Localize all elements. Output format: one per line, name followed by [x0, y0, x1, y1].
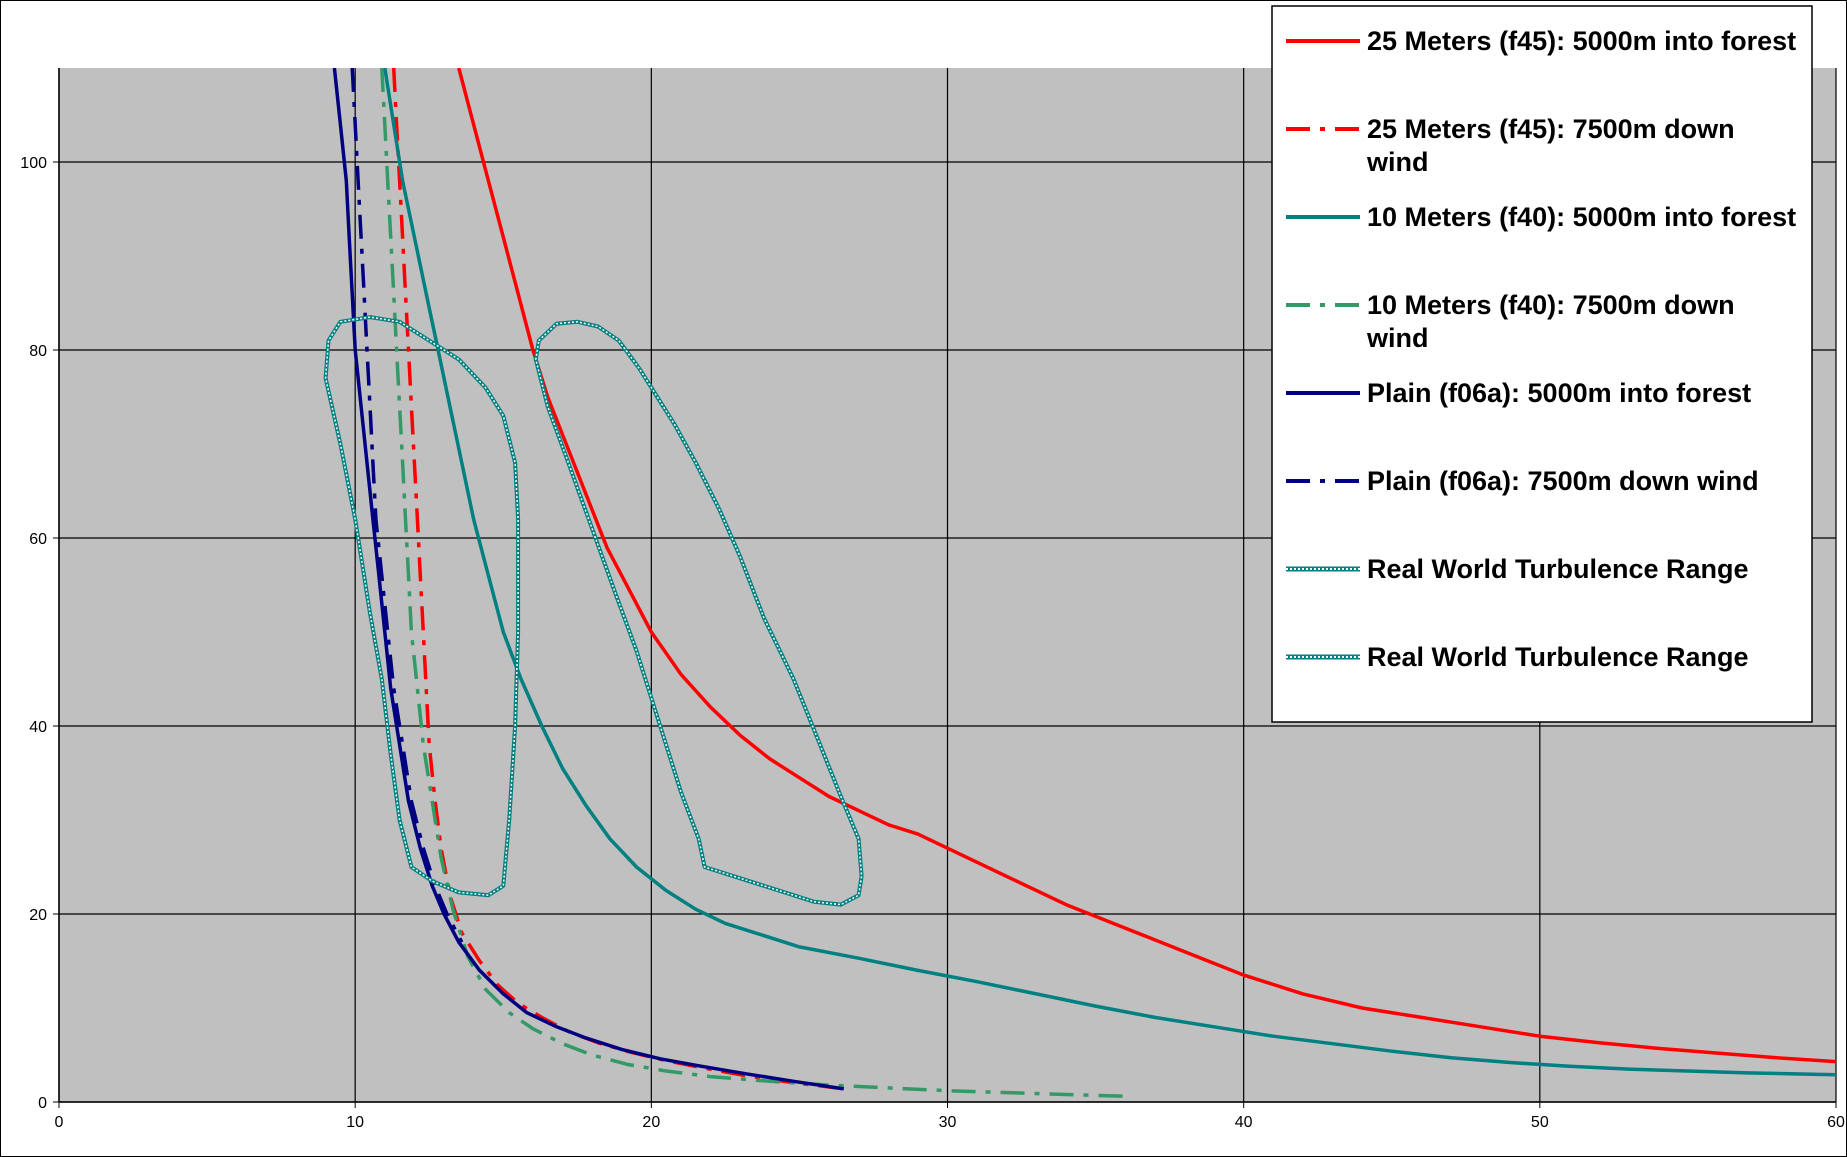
- legend-label: Real World Turbulence Range: [1367, 642, 1749, 672]
- legend-label: Plain (f06a): 5000m into forest: [1367, 378, 1751, 408]
- legend-label: Real World Turbulence Range: [1367, 554, 1749, 584]
- y-tick-label: 60: [29, 531, 47, 548]
- legend-label: 10 Meters (f40): 5000m into forest: [1367, 202, 1796, 232]
- x-tick-label: 10: [346, 1114, 364, 1131]
- x-tick-label: 60: [1827, 1114, 1845, 1131]
- x-tick-label: 30: [939, 1114, 957, 1131]
- y-tick-label: 100: [20, 155, 47, 172]
- x-tick-label: 20: [642, 1114, 660, 1131]
- legend-label: Plain (f06a): 7500m down wind: [1367, 466, 1759, 496]
- y-tick-label: 80: [29, 343, 47, 360]
- y-tick-label: 40: [29, 719, 47, 736]
- legend-label: 25 Meters (f45): 5000m into forest: [1367, 26, 1796, 56]
- y-tick-label: 0: [38, 1095, 47, 1112]
- x-tick-label: 50: [1531, 1114, 1549, 1131]
- x-tick-label: 40: [1235, 1114, 1253, 1131]
- y-tick-label: 20: [29, 907, 47, 924]
- x-tick-label: 0: [55, 1114, 64, 1131]
